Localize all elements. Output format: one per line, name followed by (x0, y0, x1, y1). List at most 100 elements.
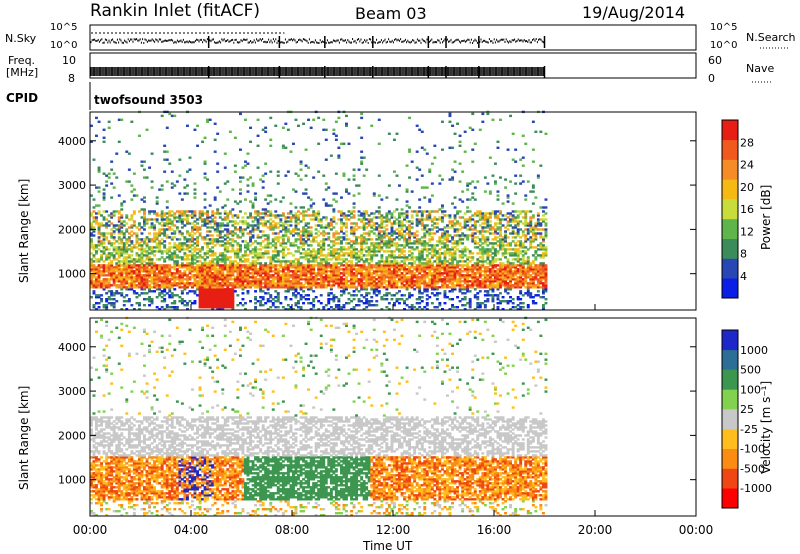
heatmap-cell (281, 240, 285, 243)
heatmap-cell (246, 216, 250, 219)
heatmap-cell (168, 294, 172, 297)
heatmap-cell (385, 260, 389, 263)
heatmap-cell (239, 180, 242, 183)
heatmap-cell (367, 254, 371, 257)
heatmap-cell (405, 190, 409, 193)
heatmap-cell (294, 270, 298, 273)
heatmap-cell (180, 286, 184, 289)
heatmap-cell (274, 216, 278, 219)
heatmap-cell (352, 240, 356, 243)
heatmap-cell (340, 294, 343, 297)
heatmap-cell (352, 234, 356, 237)
heatmap-cell (334, 200, 338, 203)
heatmap-cell (211, 258, 215, 261)
heatmap-cell (201, 238, 205, 241)
heatmap-cell (110, 278, 114, 281)
heatmap-cell (360, 244, 364, 247)
heatmap-cell (120, 248, 124, 251)
heatmap-cell (385, 220, 389, 223)
heatmap-cell (377, 260, 381, 263)
heatmap-cell (269, 300, 273, 303)
heatmap-cell (332, 220, 336, 223)
heatmap-cell (117, 264, 121, 267)
heatmap-cell (324, 232, 328, 235)
heatmap-cell (92, 210, 96, 213)
heatmap-cell (345, 188, 348, 191)
heatmap-cell (266, 194, 270, 197)
heatmap-cell (155, 266, 159, 269)
heatmap-cell (183, 192, 187, 195)
heatmap-cell (380, 226, 384, 229)
heatmap-cell (413, 256, 417, 259)
heatmap-cell (218, 236, 222, 239)
heatmap-cell (241, 284, 245, 287)
heatmap-cell (173, 300, 177, 303)
heatmap-cell (92, 230, 96, 233)
heatmap-cell (286, 268, 290, 271)
heatmap-cell (95, 216, 98, 219)
heatmap-cell (380, 286, 384, 289)
heatmap-cell (132, 262, 136, 265)
heatmap-cell (360, 256, 364, 259)
heatmap-cell (206, 226, 210, 229)
heatmap-cell (239, 272, 242, 275)
heatmap-cell (410, 210, 414, 213)
heatmap-cell (269, 242, 273, 245)
heatmap-cell (183, 212, 187, 215)
heatmap-cell (307, 230, 311, 233)
heatmap-cell (342, 142, 346, 145)
heatmap-cell (276, 306, 280, 309)
heatmap-cell (377, 282, 381, 285)
heatmap-cell (244, 258, 247, 261)
heatmap-cell (322, 128, 326, 131)
heatmap-cell (140, 160, 144, 163)
heatmap-cell (122, 236, 126, 239)
heatmap-cell (367, 232, 371, 235)
heatmap-cell (256, 268, 260, 271)
heatmap-cell (107, 256, 111, 259)
heatmap-cell (317, 230, 321, 233)
heatmap-cell (198, 248, 202, 251)
heatmap-cell (372, 228, 376, 231)
heatmap-cell (150, 286, 154, 289)
heatmap-cell (395, 242, 399, 245)
heatmap-cell (350, 228, 354, 231)
heatmap-cell (395, 260, 399, 263)
heatmap-cell (314, 254, 318, 257)
heatmap-cell (132, 212, 136, 215)
heatmap-cell (158, 222, 162, 225)
heatmap-cell (387, 268, 391, 271)
heatmap-cell (140, 278, 144, 281)
heatmap-cell (135, 254, 139, 257)
heatmap-cell (213, 302, 217, 305)
heatmap-cell (155, 242, 159, 245)
heatmap-cell (180, 218, 184, 221)
heatmap-cell (130, 278, 134, 281)
heatmap-cell (251, 282, 255, 285)
heatmap-cell (100, 272, 104, 275)
heatmap-cell (178, 250, 182, 253)
heatmap-cell (198, 300, 202, 303)
heatmap-cell (140, 262, 144, 265)
heatmap-cell (324, 204, 328, 207)
heatmap-cell (221, 224, 225, 227)
heatmap-cell (375, 238, 379, 241)
heatmap-cell (264, 162, 268, 165)
heatmap-cell (165, 306, 169, 309)
heatmap-cell (304, 188, 308, 191)
heatmap-cell (398, 184, 401, 187)
heatmap-cell (163, 290, 167, 293)
heatmap-cell (340, 218, 343, 221)
heatmap-cell (405, 244, 409, 247)
heatmap-cell (367, 264, 371, 267)
heatmap-cell (226, 272, 230, 275)
heatmap-cell (241, 176, 245, 179)
heatmap-cell (324, 254, 328, 257)
heatmap-cell (418, 280, 422, 283)
heatmap-cell (180, 280, 184, 283)
heatmap-cell (261, 254, 265, 257)
heatmap-cell (337, 252, 341, 255)
heatmap-cell (347, 178, 351, 181)
heatmap-cell (115, 280, 119, 283)
heatmap-cell (337, 286, 341, 289)
